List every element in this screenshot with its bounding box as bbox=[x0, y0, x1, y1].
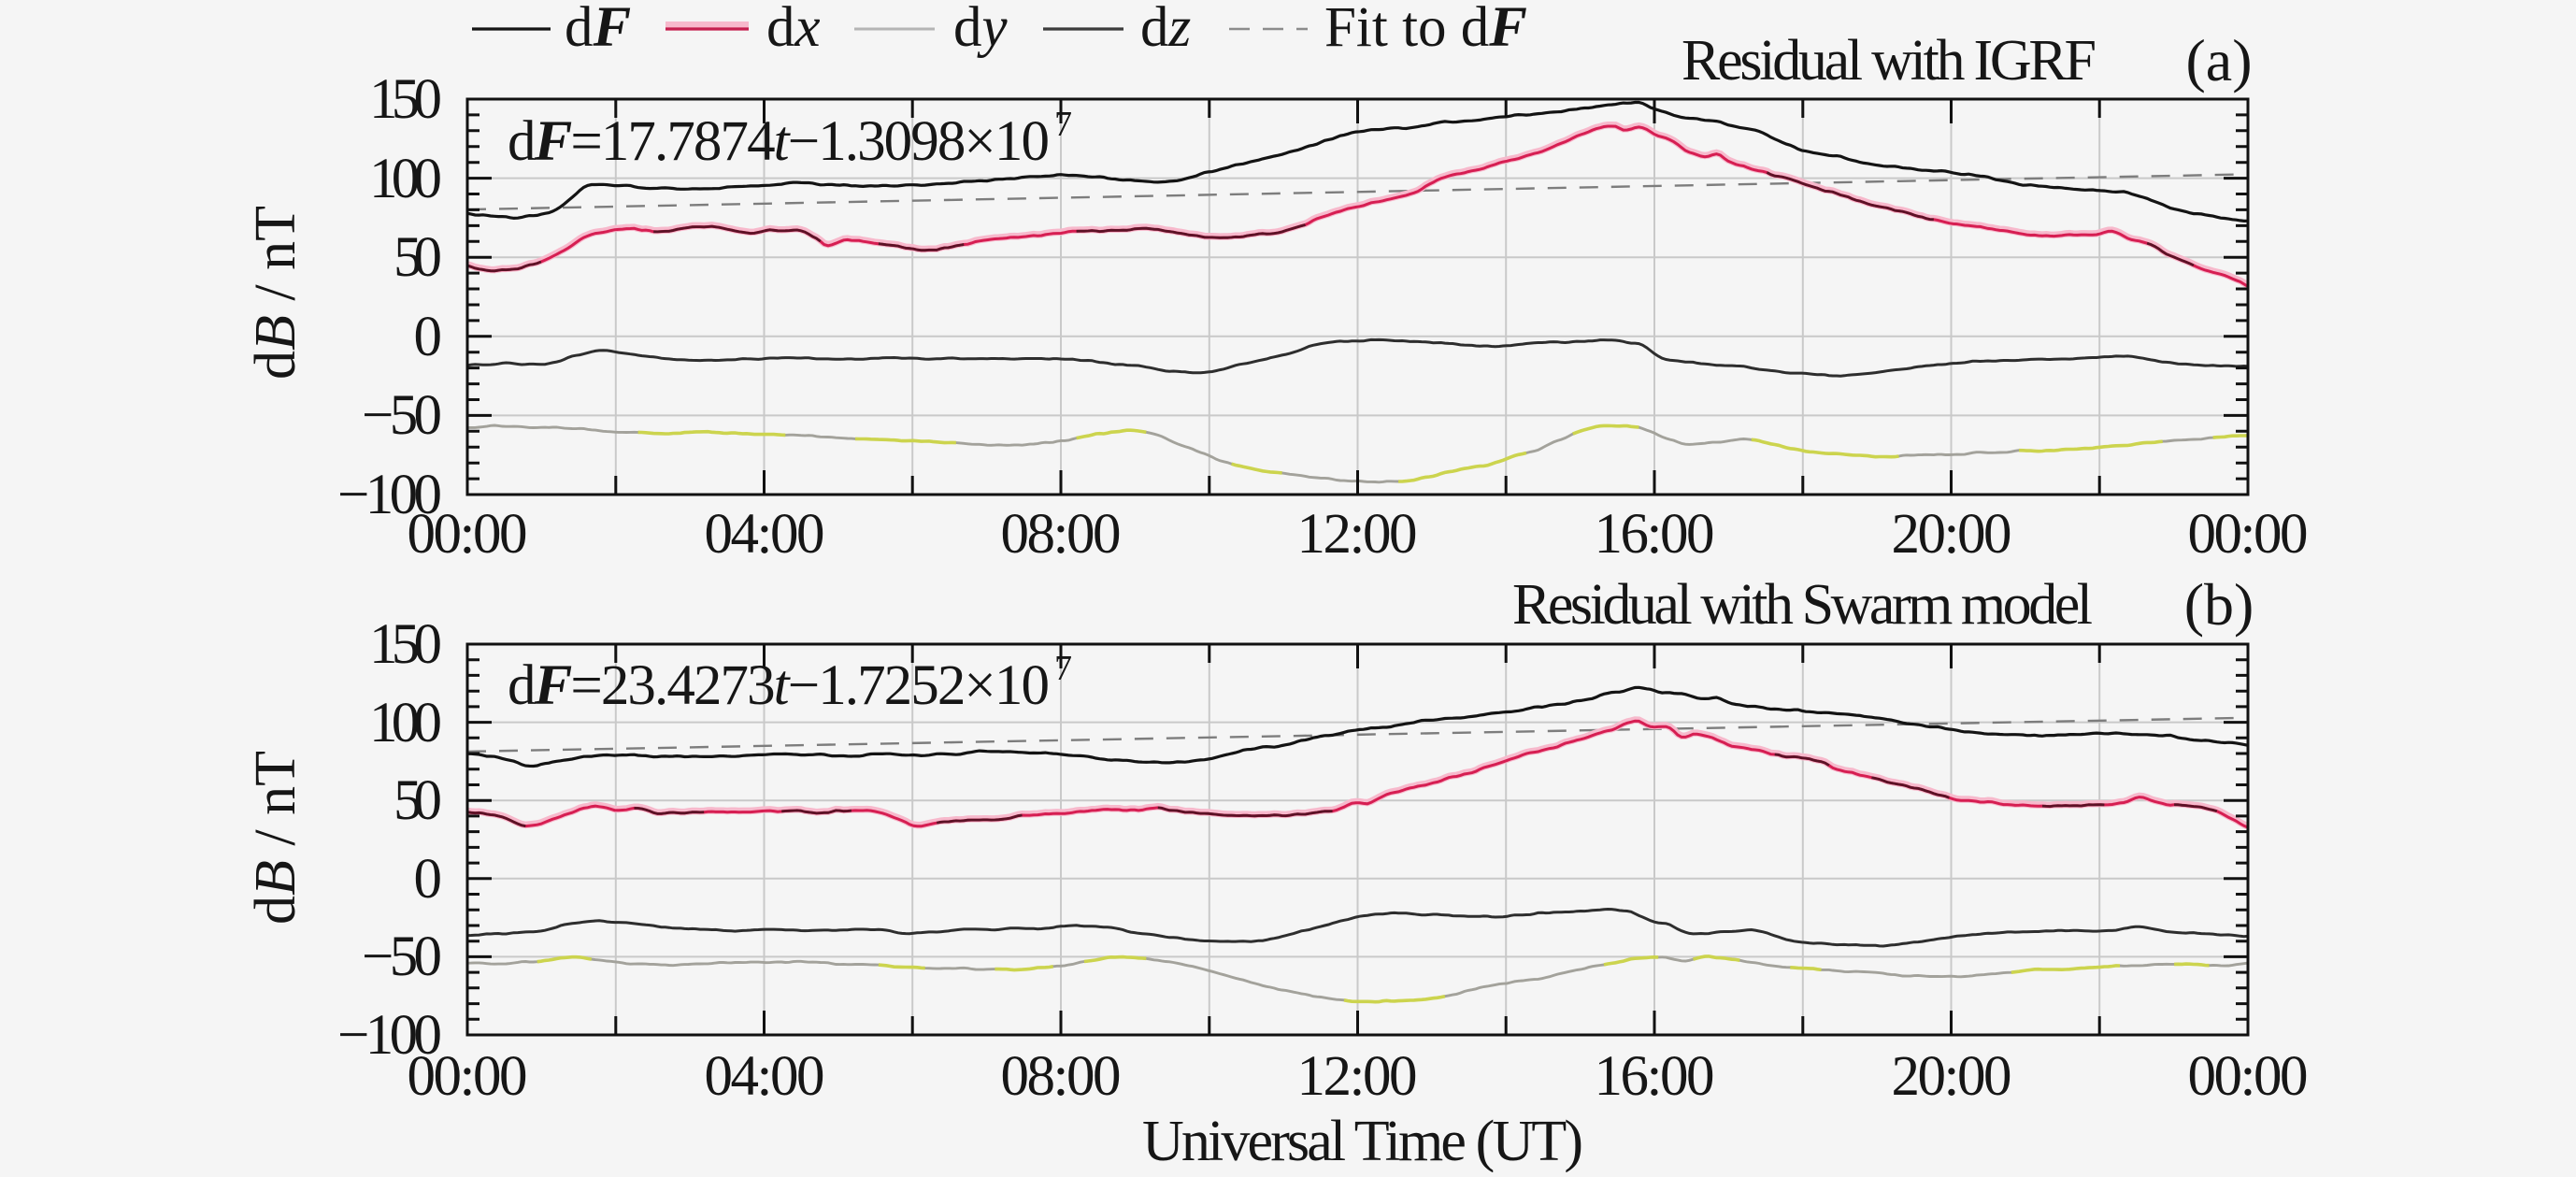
svg-text:dF=23.4273t−1.7252×10: dF=23.4273t−1.7252×10 bbox=[508, 654, 1050, 717]
svg-text:−100: −100 bbox=[337, 464, 442, 526]
svg-text:150: 150 bbox=[369, 68, 442, 131]
svg-text:dF: dF bbox=[565, 0, 631, 59]
svg-text:04:00: 04:00 bbox=[705, 1045, 825, 1108]
svg-text:dy: dy bbox=[953, 0, 1009, 59]
svg-text:Residual with IGRF: Residual with IGRF bbox=[1682, 29, 2097, 93]
svg-text:08:00: 08:00 bbox=[1001, 1045, 1122, 1108]
svg-text:16:00: 16:00 bbox=[1595, 1045, 1715, 1108]
svg-text:00:00: 00:00 bbox=[408, 1045, 528, 1108]
svg-text:12:00: 12:00 bbox=[1297, 503, 1418, 566]
svg-text:150: 150 bbox=[369, 613, 442, 676]
svg-text:(a): (a) bbox=[2185, 27, 2252, 93]
svg-text:50: 50 bbox=[394, 226, 442, 289]
svg-text:−50: −50 bbox=[362, 926, 442, 988]
svg-text:00:00: 00:00 bbox=[2188, 1045, 2309, 1108]
svg-text:20:00: 20:00 bbox=[1892, 503, 2012, 566]
svg-text:7: 7 bbox=[1054, 105, 1072, 144]
svg-text:Residual with Swarm model: Residual with Swarm model bbox=[1512, 573, 2093, 637]
svg-text:04:00: 04:00 bbox=[705, 503, 825, 566]
svg-text:100: 100 bbox=[369, 148, 442, 210]
svg-text:0: 0 bbox=[414, 848, 443, 911]
svg-text:dB / nT: dB / nT bbox=[244, 751, 308, 925]
svg-text:12:00: 12:00 bbox=[1297, 1045, 1418, 1108]
svg-text:Fit to dF: Fit to dF bbox=[1324, 0, 1527, 59]
svg-text:20:00: 20:00 bbox=[1892, 1045, 2012, 1108]
svg-text:dF=17.7874t−1.3098×10: dF=17.7874t−1.3098×10 bbox=[508, 110, 1050, 173]
svg-text:Universal Time (UT): Universal Time (UT) bbox=[1142, 1110, 1583, 1172]
svg-text:dx: dx bbox=[766, 0, 821, 59]
svg-text:50: 50 bbox=[394, 769, 442, 832]
svg-text:(b): (b) bbox=[2184, 571, 2254, 638]
svg-text:dz: dz bbox=[1140, 0, 1191, 59]
svg-text:0: 0 bbox=[414, 306, 443, 368]
svg-text:08:00: 08:00 bbox=[1001, 503, 1122, 566]
svg-text:−50: −50 bbox=[362, 384, 442, 447]
svg-text:dB / nT: dB / nT bbox=[244, 206, 308, 380]
svg-text:00:00: 00:00 bbox=[408, 503, 528, 566]
svg-text:7: 7 bbox=[1054, 649, 1072, 688]
svg-text:00:00: 00:00 bbox=[2188, 503, 2309, 566]
svg-text:−100: −100 bbox=[337, 1004, 442, 1067]
svg-text:100: 100 bbox=[369, 692, 442, 754]
svg-text:16:00: 16:00 bbox=[1595, 503, 1715, 566]
